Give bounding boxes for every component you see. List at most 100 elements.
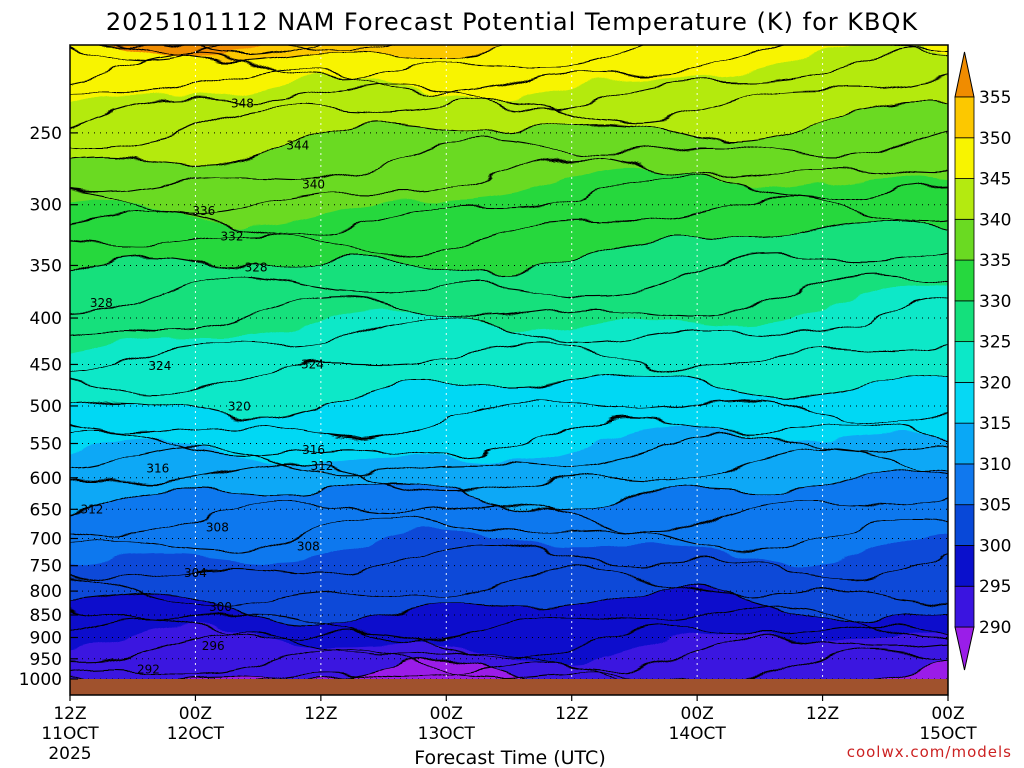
contour-350 [127,45,516,62]
colorbar-swatch-330-335 [954,259,975,302]
y-tick-label-550: 550 [30,434,62,454]
source-credit: coolwx.com/models [847,743,1012,761]
x-tick-label-60-2: 14OCT [669,724,727,744]
x-tick-label-12-2: 12OCT [167,724,225,744]
colorbar-label-305: 305 [979,496,1011,516]
contour-336 [70,156,948,215]
y-tick-label-950: 950 [30,650,62,670]
contour-344 [70,49,948,128]
contour-label-0: 348 [231,96,254,110]
contour-290 [174,659,948,680]
y-tick-label-700: 700 [30,529,62,549]
contour-304 [70,542,948,580]
x-tick-label-72-1: 12Z [806,704,839,724]
contour-set [70,45,948,680]
contour-326 [70,274,948,334]
x-axis-label: Forecast Time (UTC) [414,747,605,768]
x-tick-label-60-1: 00Z [681,704,714,724]
theta-color-fill [70,45,948,680]
contour-306 [70,516,948,553]
y-tick-label-350: 350 [30,256,62,276]
contour-label-3: 336 [192,204,215,218]
colorbar-label-335: 335 [979,251,1011,271]
colorbar-swatch-305-310 [954,463,975,506]
colorbar-label-315: 315 [979,414,1011,434]
colorbar-swatch-335-340 [954,218,975,261]
contour-314 [70,432,948,476]
colorbar-label-355: 355 [979,88,1011,108]
contour-label-8: 324 [301,357,324,371]
plot-frame [69,44,949,696]
contour-342 [70,75,948,150]
contour-label-17: 300 [209,600,232,614]
colorbar-bottom-arrow [954,626,975,671]
contour-310 [70,466,948,515]
colorbar-top-arrow [954,51,975,98]
contour-298 [70,605,948,643]
y-tick-label-750: 750 [30,557,62,577]
contour-label-9: 320 [228,400,251,414]
colorbar-label-320: 320 [979,373,1011,393]
y-tick-label-400: 400 [30,309,62,329]
x-tick-label-36-1: 00Z [430,704,463,724]
y-tick-label-850: 850 [30,606,62,626]
chart-title: 2025101112 NAM Forecast Potential Temper… [106,8,918,36]
colorbar-swatch-345-350 [954,137,975,179]
ground-surface [70,679,948,695]
y-tick-label-1000: 1000 [19,670,62,690]
contour-300 [70,587,948,627]
colorbar-label-345: 345 [979,170,1011,190]
contour-label-5: 328 [245,261,268,275]
colorbar-label-290: 290 [979,618,1011,638]
contour-330 [70,220,948,276]
contour-label-10: 316 [146,461,169,475]
y-tick-label-500: 500 [30,397,62,417]
x-tick-label-24-1: 12Z [304,704,337,724]
x-tick-label-36-2: 13OCT [418,724,476,744]
contour-332 [70,197,948,256]
x-tick-label-0-1: 12Z [53,704,86,724]
contour-324 [70,296,948,373]
contour-label-19: 292 [137,662,160,676]
contour-316 [70,418,948,457]
y-tick-label-900: 900 [30,628,62,648]
contour-294 [70,631,948,671]
contour-320 [70,371,948,420]
contour-label-6: 328 [90,296,113,310]
colorbar-label-300: 300 [979,536,1011,556]
colorbar-swatch-315-320 [954,381,975,424]
contour-label-2: 340 [302,178,325,192]
colorbar-label-310: 310 [979,455,1011,475]
x-tick-label-0-3: 2025 [48,744,91,764]
x-tick-label-84-2: 15OCT [919,724,977,744]
contour-308 [70,498,948,537]
colorbar-swatch-310-315 [954,422,975,465]
colorbar-swatch-325-330 [954,300,975,343]
colorbar: 290 295 300 305 310 315 320 325 330 335 340 345 350 3… [954,51,1011,671]
contour-302 [70,568,948,608]
contour-label-11: 316 [302,443,325,457]
contour-label-16: 304 [184,566,207,580]
y-tick-label-300: 300 [30,196,62,216]
y-tick-label-600: 600 [30,469,62,489]
contour-318 [70,399,948,441]
y-tick-label-650: 650 [30,500,62,520]
colorbar-swatch-290-295 [954,585,975,628]
contour-354 [173,45,308,56]
x-tick-label-12-1: 00Z [179,704,212,724]
contour-296 [70,618,948,658]
y-tick-label-800: 800 [30,582,62,602]
contour-346 [70,45,948,94]
contour-356 [70,45,228,61]
contour-338 [70,128,948,193]
fill-bands [70,45,948,680]
colorbar-label-350: 350 [979,129,1011,149]
x-tick-label-84-1: 00Z [931,704,964,724]
contour-label-1: 344 [286,138,309,152]
colorbar-swatch-350-355 [954,96,975,139]
contour-340 [70,101,948,166]
x-tick-label-0-2: 11OCT [41,724,99,744]
colorbar-swatch-300-305 [954,504,975,546]
